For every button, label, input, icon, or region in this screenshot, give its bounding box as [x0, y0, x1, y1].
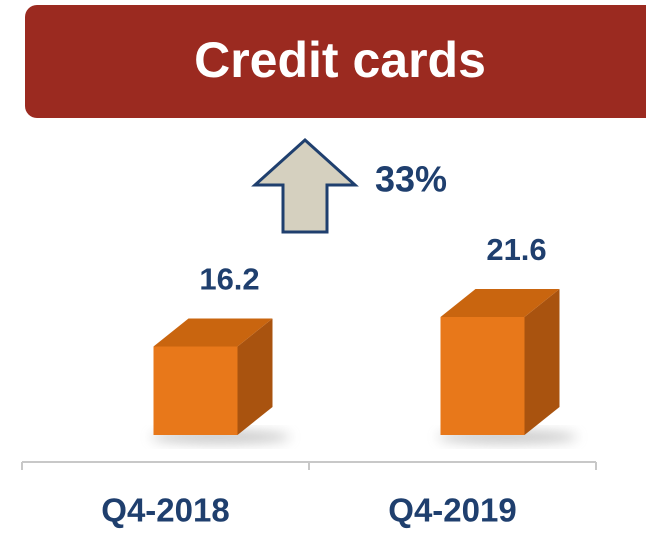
- bar-top: [153, 318, 273, 347]
- title-banner: [25, 5, 646, 118]
- bar: [440, 317, 525, 435]
- bar-top: [440, 289, 560, 317]
- x-tick-label: Q4-2019: [388, 492, 516, 529]
- x-tick-label: Q4-2018: [101, 492, 229, 529]
- chart-title: Credit cards: [194, 32, 486, 88]
- data-label: 21.6: [486, 232, 546, 267]
- growth-arrow: [251, 137, 359, 234]
- growth-annotation: 33%: [375, 159, 447, 200]
- bar: [153, 346, 238, 435]
- bar-side: [237, 318, 273, 435]
- data-label: 16.2: [199, 262, 259, 297]
- bar-side: [524, 289, 560, 435]
